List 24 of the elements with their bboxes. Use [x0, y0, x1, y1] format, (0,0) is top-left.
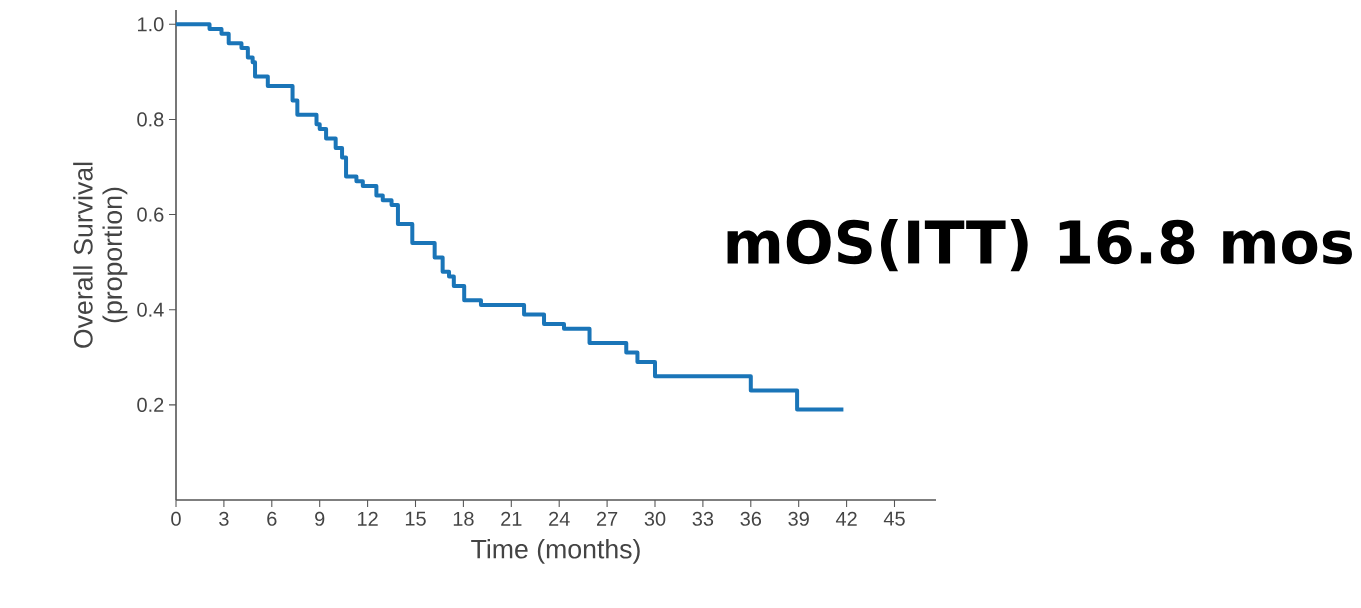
x-tick-label: 33	[692, 511, 714, 526]
x-tick-label: 3	[219, 511, 229, 526]
x-tick-label: 9	[315, 511, 325, 526]
y-tick-label: 0.4	[137, 302, 164, 317]
y-axis-title: Overall Survival (proportion)	[73, 162, 128, 348]
y-tick-label: 1.0	[138, 17, 164, 32]
x-tick-label: 45	[883, 511, 905, 526]
x-tick-label: 39	[788, 511, 809, 526]
x-tick-label: 6	[267, 511, 277, 526]
x-tick-label: 42	[835, 511, 857, 526]
x-tick-label: 24	[549, 511, 570, 526]
x-axis-title: Time (months)	[471, 539, 640, 564]
x-tick-label: 36	[740, 511, 762, 526]
x-tick-label: 0	[171, 511, 181, 526]
y-tick-label: 0.6	[137, 207, 164, 222]
x-tick-label: 27	[596, 511, 618, 526]
y-tick-label: 0.2	[137, 397, 164, 412]
x-tick-label: 30	[644, 511, 666, 526]
x-tick-label: 18	[453, 511, 474, 526]
x-tick-label: 15	[405, 511, 426, 526]
annotation: mOS(ITT) 16.8 mos	[727, 218, 1352, 272]
x-tick-label: 12	[358, 511, 378, 526]
x-tick-label: 21	[501, 511, 522, 526]
y-tick-label: 0.8	[137, 112, 164, 127]
